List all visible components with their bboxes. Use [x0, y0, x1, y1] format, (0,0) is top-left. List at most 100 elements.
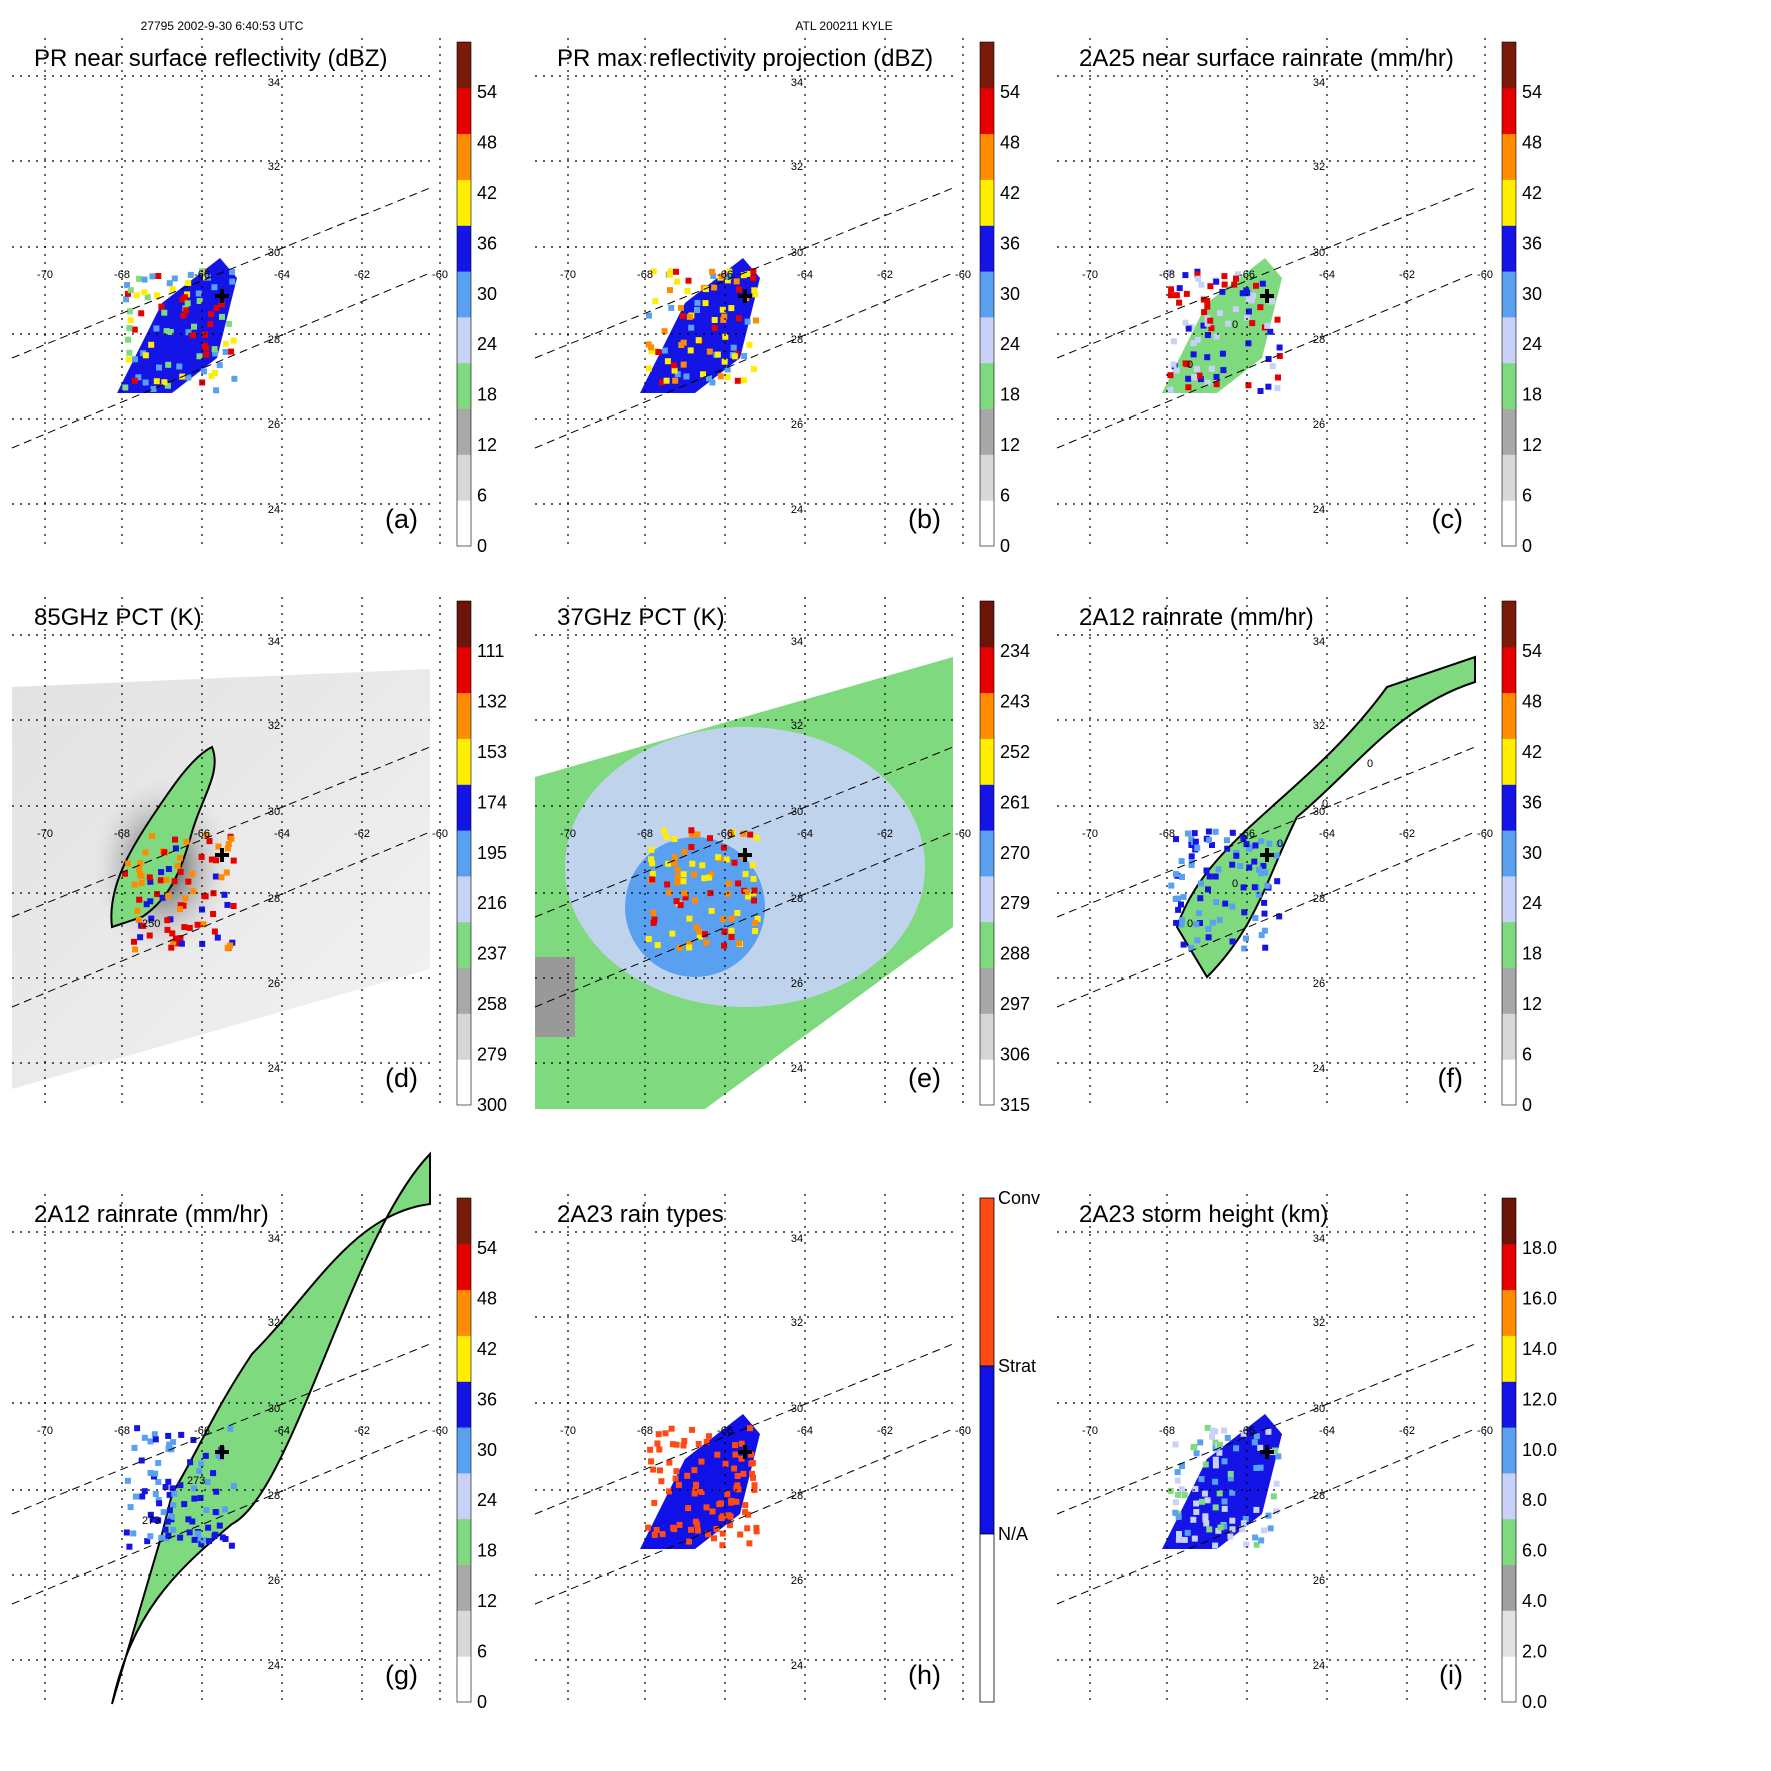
field-cell — [169, 1485, 176, 1492]
field-cell — [1168, 882, 1175, 889]
colorbar-segment — [1502, 133, 1516, 180]
field-cell — [694, 299, 701, 306]
lon-tick-label: -70 — [37, 1425, 53, 1437]
field-cell — [728, 1499, 735, 1506]
field-cell — [166, 1507, 173, 1514]
field-cell — [198, 1541, 205, 1548]
field-cell — [746, 341, 753, 348]
colorbar-segment — [457, 1243, 471, 1291]
colorbar-segment — [457, 1013, 471, 1060]
lat-tick-label: 26 — [1313, 978, 1325, 990]
field-cell — [1264, 882, 1271, 889]
lon-tick-label: -70 — [1082, 828, 1098, 840]
field-cell — [227, 1425, 234, 1432]
lat-tick-label: 30 — [1313, 247, 1325, 259]
field-cell — [645, 936, 652, 942]
colorbar-segment — [1502, 692, 1516, 739]
field-cell — [1173, 836, 1179, 843]
swath-edge-north — [11, 187, 431, 359]
lon-tick-label: -62 — [877, 269, 893, 281]
panel-label: (b) — [908, 504, 941, 534]
colorbar-segment — [980, 967, 994, 1014]
field-cell — [1252, 1534, 1259, 1541]
field-cell — [141, 1488, 148, 1495]
field-cell — [684, 288, 691, 294]
field-cell — [747, 831, 754, 838]
field-cell — [1269, 298, 1276, 305]
colorbar-tick: 36 — [477, 1389, 497, 1409]
field-cell — [676, 944, 683, 951]
field-cell — [165, 1532, 172, 1539]
field-cell — [168, 1513, 175, 1520]
field-cell — [726, 1522, 733, 1529]
field-cell — [724, 1491, 731, 1498]
field-cell — [164, 926, 171, 933]
lat-tick-label: 30 — [268, 247, 280, 259]
colorbar-tick: 195 — [477, 843, 507, 863]
field-cell — [1253, 1541, 1260, 1548]
field-cell — [664, 881, 671, 888]
field-cell — [1184, 1529, 1191, 1536]
field-cell — [1224, 837, 1230, 844]
field-cell — [650, 909, 657, 916]
field-cell — [1193, 1450, 1200, 1457]
field-cell — [124, 1477, 131, 1484]
field-cell — [1274, 385, 1281, 392]
colorbar-segment — [980, 225, 994, 272]
colorbar-segment — [980, 271, 994, 318]
colorbar-tick: 18 — [477, 1541, 497, 1561]
field-cell — [1184, 830, 1191, 837]
field-cell — [1207, 283, 1214, 290]
storm-center-marker — [215, 848, 229, 862]
field-cell — [1215, 1527, 1222, 1534]
field-cell — [651, 1499, 658, 1506]
colorbar-segment — [457, 1427, 471, 1474]
field-cell — [698, 1489, 705, 1495]
colorbar-segment — [457, 1059, 471, 1106]
field-cells — [645, 268, 759, 386]
lon-tick-label: -60 — [955, 1425, 971, 1437]
colorbar-segment — [457, 921, 471, 968]
field-cell — [181, 1501, 188, 1508]
colorbar-segment — [980, 133, 994, 180]
field-cell — [719, 1530, 726, 1537]
field-cell — [1251, 858, 1258, 865]
field-cell — [1233, 852, 1240, 859]
colorbar-segment — [1502, 1472, 1516, 1520]
field-cell — [654, 1440, 661, 1447]
field-cell — [722, 1460, 729, 1467]
field-cell — [659, 1531, 666, 1538]
field-cell — [177, 869, 184, 875]
colorbar-tick: 18 — [1000, 385, 1020, 405]
panel-label: (f) — [1438, 1063, 1463, 1093]
field-cell — [228, 1542, 235, 1549]
colorbar-tick: 6.0 — [1522, 1541, 1547, 1561]
field-cell — [1178, 858, 1185, 865]
field-cell — [157, 877, 164, 884]
field-cell — [166, 1441, 173, 1448]
field-cell — [650, 919, 657, 926]
field-cell — [149, 273, 156, 280]
field-cell — [213, 1488, 220, 1495]
field-cell — [703, 1504, 710, 1511]
lon-tick-label: -68 — [114, 1425, 130, 1437]
colorbar-tick: 30 — [477, 284, 497, 304]
field-cell — [744, 318, 751, 325]
colorbar-tick: 30 — [1522, 843, 1542, 863]
field-cell — [734, 377, 741, 384]
field-cell — [720, 916, 727, 923]
field-cell — [689, 1426, 696, 1433]
field-cell — [1183, 290, 1190, 297]
field-cell — [189, 870, 196, 877]
field-cell — [1227, 1475, 1234, 1482]
field-cell — [211, 1533, 218, 1540]
field-cell — [1167, 269, 1174, 276]
field-cell — [721, 313, 728, 320]
field-cell — [1194, 937, 1201, 944]
field-cell — [710, 272, 717, 279]
field-cell — [714, 351, 721, 358]
field-cell — [1175, 1491, 1181, 1498]
field-cell — [699, 862, 706, 869]
field-cell — [753, 1524, 760, 1531]
field-cell — [224, 901, 231, 908]
